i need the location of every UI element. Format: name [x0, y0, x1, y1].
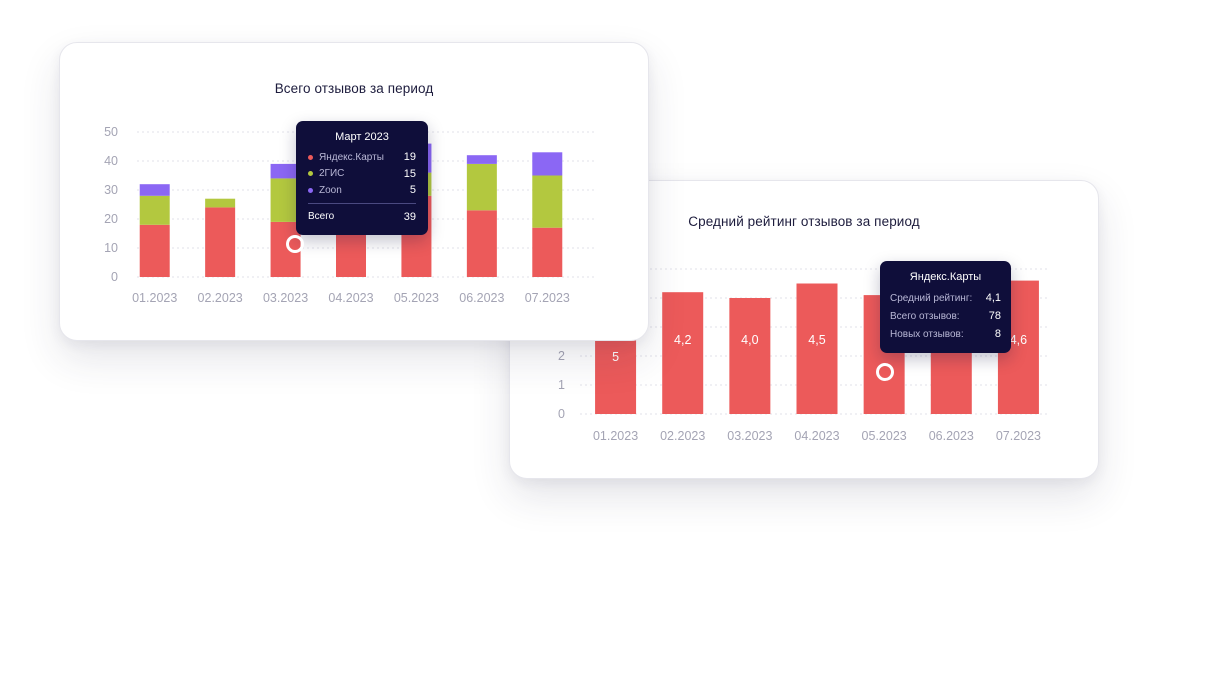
cursor-ring-icon	[876, 363, 894, 381]
reviews-tooltip-title: Март 2023	[335, 131, 389, 143]
rating-tooltip-value: 4,1	[985, 292, 1001, 304]
reviews-tooltip-value: 15	[403, 167, 416, 180]
x-tick-label: 02.2023	[198, 291, 243, 305]
bar-segment	[466, 163, 497, 211]
rating-tooltip-title: Яндекс.Карты	[909, 271, 982, 283]
bar-segment	[139, 224, 170, 277]
gis-dot-icon	[308, 171, 313, 177]
x-tick-label: 05.2023	[394, 291, 439, 305]
rating-tooltip-value: 78	[988, 310, 1001, 322]
tooltip-divider	[308, 202, 416, 204]
reviews-tooltip-row: 2ГИС 15	[308, 166, 416, 183]
rating-tooltip-label: Новых отзывов:	[890, 328, 964, 340]
reviews-tooltip-label: 2ГИС	[319, 168, 345, 180]
x-tick-label: 07.2023	[996, 429, 1041, 443]
cursor-ring-icon	[286, 235, 304, 253]
x-tick-label: 07.2023	[525, 291, 570, 305]
bar-segment	[139, 184, 170, 196]
rating-bar	[729, 298, 771, 414]
rating-bar	[796, 283, 838, 414]
reviews-tooltip-label: Яндекс.Карты	[319, 151, 384, 163]
reviews-chart-title: Всего отзывов за период	[274, 81, 434, 96]
reviews-tooltip-label: Zoon	[319, 184, 342, 196]
y-tick-label: 40	[104, 154, 118, 168]
bar-value-label: 4,2	[674, 333, 691, 347]
rating-tooltip-row: Всего отзывов: 78	[890, 307, 1001, 325]
y-tick-label: 50	[104, 125, 118, 139]
bar-value-label: 5	[612, 350, 619, 364]
bar-segment	[532, 175, 563, 228]
y-tick-label: 30	[104, 183, 118, 197]
rating-tooltip-label: Средний рейтинг:	[890, 292, 973, 304]
rating-chart-title: Средний рейтинг отзывов за период	[688, 214, 920, 229]
bar-segment	[466, 155, 497, 164]
rating-tooltip-value: 8	[994, 328, 1001, 340]
rating-tooltip-row: Средний рейтинг: 4,1	[890, 289, 1001, 307]
reviews-tooltip-value: 19	[403, 151, 416, 164]
y-tick-label: 0	[111, 270, 118, 284]
x-tick-label: 03.2023	[263, 291, 308, 305]
rating-bar	[662, 292, 704, 414]
bar-segment	[205, 207, 236, 277]
x-tick-label: 04.2023	[794, 429, 839, 443]
reviews-tooltip-row: Zoon 5	[308, 182, 416, 199]
reviews-tooltip-total-label: Всего	[308, 211, 335, 223]
y-tick-label: 1	[558, 378, 565, 392]
bar-segment	[532, 227, 563, 277]
bar-segment	[532, 152, 563, 176]
x-tick-label: 04.2023	[328, 291, 373, 305]
bar-value-label: 4,6	[1010, 333, 1027, 347]
bar-value-label: 4,5	[808, 333, 825, 347]
bar-segment	[270, 178, 301, 222]
reviews-tooltip-total-value: 39	[403, 210, 416, 223]
rating-tooltip-label: Всего отзывов:	[890, 310, 960, 322]
reviews-tooltip: Март 2023 Яндекс.Карты 19 2ГИС 15 Zoon 5…	[296, 121, 428, 235]
reviews-chart: 0 10 20 30 40 50 01.2023 02.2023 03.2023 04.2023 0…	[104, 125, 595, 305]
rating-tooltip-row: Новых отзывов: 8	[890, 325, 1001, 343]
yandex-dot-icon	[308, 154, 313, 160]
bar-value-label: 4,0	[741, 333, 758, 347]
bar-segment	[205, 198, 236, 208]
x-tick-label: 02.2023	[660, 429, 705, 443]
y-tick-label: 10	[104, 241, 118, 255]
x-tick-label: 03.2023	[727, 429, 772, 443]
x-tick-label: 05.2023	[862, 429, 907, 443]
x-tick-label: 06.2023	[929, 429, 974, 443]
y-tick-label: 0	[558, 407, 565, 421]
y-tick-label: 2	[558, 349, 565, 363]
bar-segment	[270, 163, 301, 179]
reviews-tooltip-value: 5	[409, 184, 416, 197]
y-tick-label: 20	[104, 212, 118, 226]
bar-segment	[139, 195, 170, 225]
x-tick-label: 01.2023	[593, 429, 638, 443]
rating-tooltip: Яндекс.Карты Средний рейтинг: 4,1 Всего …	[880, 261, 1011, 353]
reviews-tooltip-total: Всего 39	[308, 209, 416, 226]
zoon-dot-icon	[308, 187, 313, 193]
reviews-chart-card: Всего отзывов за период 0 10 20 30 40 50 01.20…	[59, 42, 649, 341]
x-tick-label: 06.2023	[459, 291, 504, 305]
x-tick-label: 01.2023	[132, 291, 177, 305]
reviews-tooltip-row: Яндекс.Карты 19	[308, 149, 416, 166]
bar-segment	[466, 210, 497, 277]
